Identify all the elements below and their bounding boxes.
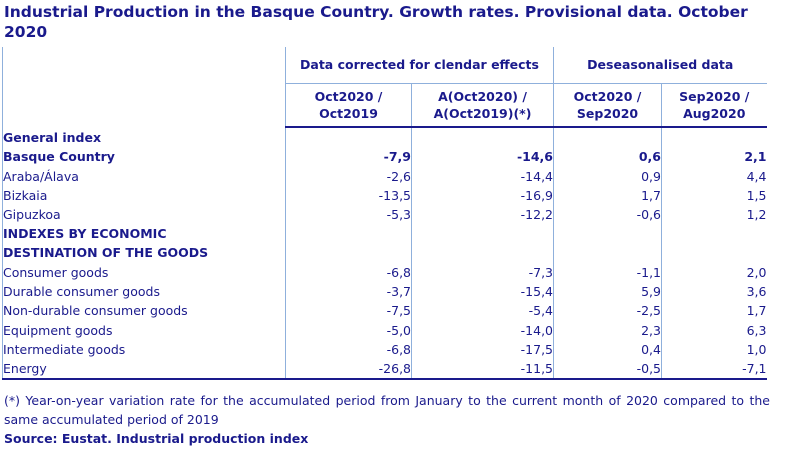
section-row: INDEXES BY ECONOMIC DESTINATION OF THE G…: [2, 224, 767, 263]
column-header-accumulated: A(Oct2020) / A(Oct2019)(*): [411, 83, 554, 128]
production-table: Data corrected for clendar effects Desea…: [2, 47, 767, 381]
cell-value: 6,3: [661, 320, 767, 340]
section-row: General index: [2, 127, 767, 148]
cell-value: 1,2: [661, 205, 767, 225]
cell-value: 2,1: [661, 147, 767, 167]
cell-value: 3,6: [661, 281, 767, 302]
source-note: Source: Eustat. Industrial production in…: [4, 431, 309, 446]
cell-value: -14,4: [411, 166, 554, 186]
table-row: Basque Country -7,9 -14,6 0,6 2,1: [2, 147, 767, 167]
section-label-text: INDEXES BY ECONOMIC DESTINATION OF THE G…: [3, 226, 209, 261]
row-label: Gipuzkoa: [2, 205, 286, 225]
row-label: Non-durable consumer goods: [2, 301, 286, 321]
cell-value: -16,9: [411, 185, 554, 206]
cell-value: -0,5: [553, 358, 662, 381]
cell-value: -3,7: [285, 281, 412, 302]
cell-value: -17,5: [411, 339, 554, 359]
cell-value: 5,9: [553, 281, 662, 302]
row-label: Intermediate goods: [2, 339, 286, 359]
cell-value: 1,0: [661, 339, 767, 359]
row-label: Basque Country: [2, 147, 286, 167]
table-row: Durable consumer goods -3,7 -15,4 5,9 3,…: [2, 281, 767, 302]
cell-value: -5,3: [285, 205, 412, 225]
cell-value: 4,4: [661, 166, 767, 186]
cell-value: 2,3: [553, 320, 662, 340]
cell-value: -1,1: [553, 262, 662, 282]
cell-value: -7,5: [285, 301, 412, 321]
cell-value: -15,4: [411, 281, 554, 302]
footnote: (*) Year-on-year variation rate for the …: [4, 393, 770, 427]
cell-value: -2,5: [553, 301, 662, 321]
section-label-general-index: General index: [2, 127, 286, 148]
cell-value: -5,4: [411, 301, 554, 321]
table-row: Non-durable consumer goods -7,5 -5,4 -2,…: [2, 301, 767, 321]
table-row: Energy -26,8 -11,5 -0,5 -7,1: [2, 358, 767, 381]
table-row: Consumer goods -6,8 -7,3 -1,1 2,0: [2, 262, 767, 282]
cell-value: -5,0: [285, 320, 412, 340]
column-header-sep-vs-aug: Sep2020 / Aug2020: [661, 83, 767, 128]
cell-value: -6,8: [285, 262, 412, 282]
table-row: Araba/Álava -2,6 -14,4 0,9 4,4: [2, 166, 767, 186]
group-header-deseasonalised: Deseasonalised data: [553, 47, 767, 84]
table-row: Gipuzkoa -5,3 -12,2 -0,6 1,2: [2, 205, 767, 225]
cell-value: -7,3: [411, 262, 554, 282]
cell-value: 2,0: [661, 262, 767, 282]
column-header-oct-vs-sep: Oct2020 / Sep2020: [553, 83, 662, 128]
cell-value: -11,5: [411, 358, 554, 381]
cell-value: 0,9: [553, 166, 662, 186]
cell-value: -7,9: [285, 147, 412, 167]
cell-value: -6,8: [285, 339, 412, 359]
cell-value: -14,6: [411, 147, 554, 167]
cell-value: 1,7: [553, 185, 662, 206]
table-row: Intermediate goods -6,8 -17,5 0,4 1,0: [2, 339, 767, 359]
cell-value: -2,6: [285, 166, 412, 186]
column-header-oct-vs-oct: Oct2020 / Oct2019: [285, 83, 412, 128]
cell-value: -26,8: [285, 358, 412, 381]
row-label: Araba/Álava: [2, 166, 286, 186]
row-label: Energy: [2, 358, 286, 381]
header-blank-cell: [2, 47, 286, 127]
row-label: Equipment goods: [2, 320, 286, 340]
cell-value: -13,5: [285, 185, 412, 206]
cell-value: -0,6: [553, 205, 662, 225]
table-row: Equipment goods -5,0 -14,0 2,3 6,3: [2, 320, 767, 340]
cell-value: -7,1: [661, 358, 767, 381]
cell-value: 0,4: [553, 339, 662, 359]
cell-value: -14,0: [411, 320, 554, 340]
cell-value: 1,5: [661, 185, 767, 206]
row-label: Consumer goods: [2, 262, 286, 282]
cell-value: 1,7: [661, 301, 767, 321]
cell-value: 0,6: [553, 147, 662, 167]
cell-value: -12,2: [411, 205, 554, 225]
row-label: Durable consumer goods: [2, 281, 286, 302]
table-row: Bizkaia -13,5 -16,9 1,7 1,5: [2, 185, 767, 206]
page-title: Industrial Production in the Basque Coun…: [4, 3, 748, 41]
section-label-economic-destination: INDEXES BY ECONOMIC DESTINATION OF THE G…: [2, 224, 286, 263]
row-label: Bizkaia: [2, 185, 286, 206]
group-header-calendar: Data corrected for clendar effects: [285, 47, 554, 84]
